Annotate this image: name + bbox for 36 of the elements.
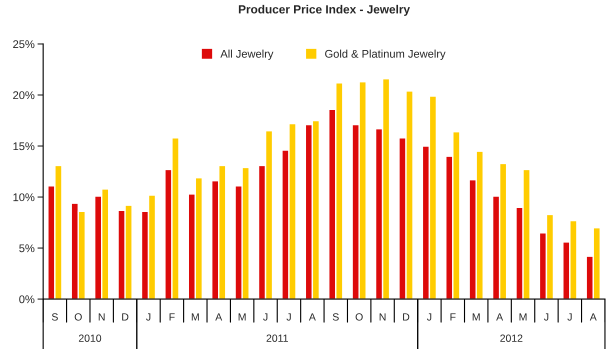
- y-tick-label: 20%: [13, 91, 34, 100]
- x-tick-label: J: [286, 313, 291, 321]
- x-tick-label: N: [380, 313, 386, 321]
- x-tick-label: J: [263, 313, 268, 321]
- text: 2012: [500, 334, 522, 342]
- text: 2011: [266, 334, 288, 342]
- x-tick-label: J: [544, 313, 548, 321]
- x-tick-label: M: [238, 313, 246, 321]
- x-tick-label: D: [403, 313, 410, 321]
- x-tick-label: O: [74, 313, 82, 321]
- x-tick-label: F: [170, 313, 175, 321]
- x-tick-label: M: [520, 313, 527, 321]
- x-tick-label: O: [356, 313, 363, 321]
- text: 2010: [78, 334, 102, 342]
- legend-label: All Jewelry: [220, 50, 274, 60]
- x-tick-label: F: [450, 313, 456, 321]
- y-tick-label: 0%: [19, 295, 34, 304]
- y-tick-label: 25%: [13, 40, 34, 48]
- y-tick-label: 15%: [13, 142, 34, 150]
- x-tick-label: A: [590, 313, 597, 321]
- x-tick-label: J: [146, 313, 150, 321]
- x-tick-label: S: [52, 313, 58, 321]
- x-tick-label: M: [192, 313, 199, 321]
- x-tick-label: A: [215, 313, 222, 321]
- x-tick-label: N: [98, 313, 105, 321]
- x-tick-label: J: [426, 313, 432, 321]
- legend-label: Gold & Platinum Jewelry: [325, 50, 446, 60]
- x-tick-label: A: [308, 313, 316, 321]
- x-tick-label: J: [567, 313, 572, 321]
- y-tick-label: 5%: [19, 244, 34, 252]
- y-tick-label: 10%: [13, 193, 34, 202]
- x-tick-label: D: [122, 313, 128, 321]
- x-tick-label: A: [496, 313, 504, 321]
- x-tick-label: S: [332, 313, 339, 321]
- chart-title: Producer Price Index - Jewelry: [238, 4, 410, 16]
- x-tick-label: M: [472, 313, 480, 321]
